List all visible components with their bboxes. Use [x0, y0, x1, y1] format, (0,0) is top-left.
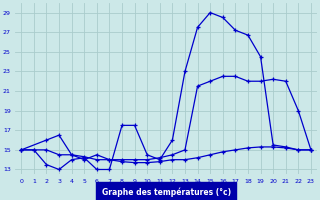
X-axis label: Graphe des températures (°c): Graphe des températures (°c)	[101, 188, 231, 197]
